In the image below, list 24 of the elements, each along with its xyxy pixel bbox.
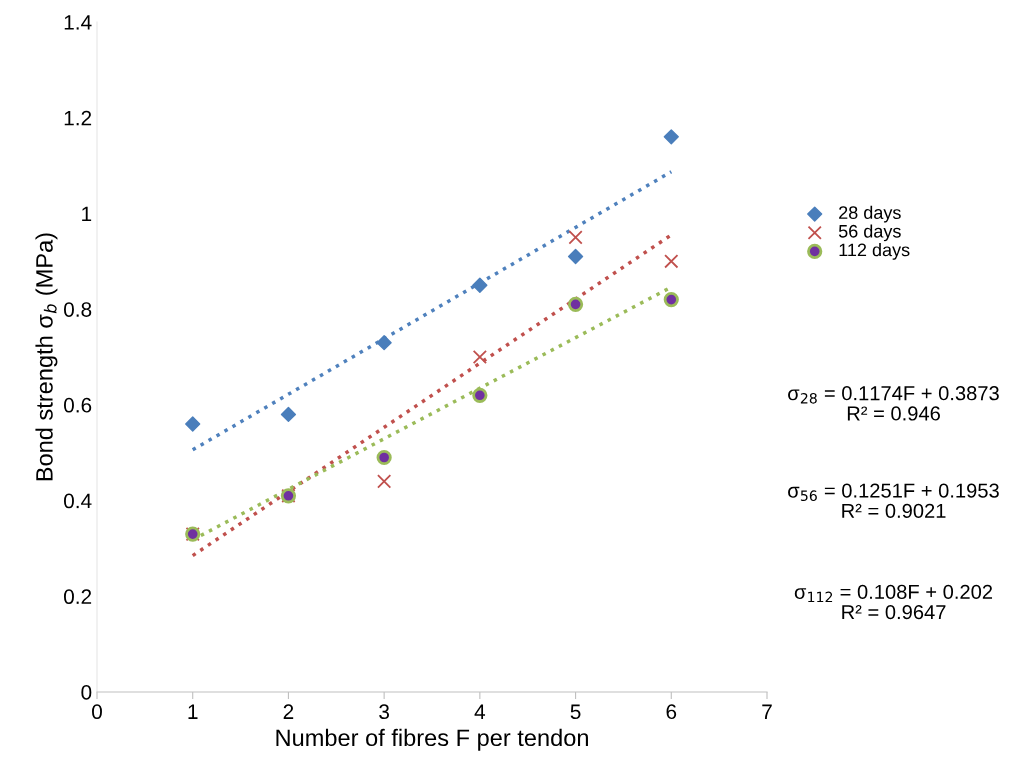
x-tick-label: 3 bbox=[379, 704, 390, 720]
x-tick-label: 6 bbox=[666, 704, 677, 720]
text: σ$_{112}$ = 0.108F + 0.202 R² = 0.9647 bbox=[794, 584, 993, 620]
x-tick-label: 7 bbox=[762, 704, 772, 719]
x-tick-label: 1 bbox=[188, 704, 198, 719]
legend-label: 112 days bbox=[839, 243, 910, 260]
y-tick-label: 1 bbox=[82, 206, 92, 221]
y-tick-label: 0.2 bbox=[63, 589, 92, 605]
y-tick-label: 0.8 bbox=[63, 302, 92, 317]
y-tick-label: 1.4 bbox=[64, 15, 92, 30]
y-tick-label: 0.4 bbox=[63, 493, 92, 509]
legend-label: 28 days bbox=[839, 205, 901, 223]
x-axis-title: Number of fibres F per tendon bbox=[276, 728, 588, 751]
y-axis-title: Bond strength σ$_{b}$ (MPa) bbox=[35, 233, 58, 481]
text: σ$_{28}$ = 0.1174F + 0.3873 R² = 0.946 bbox=[788, 386, 999, 421]
x-tick-label: 4 bbox=[474, 704, 486, 719]
y-tick-label: 1.2 bbox=[64, 110, 92, 126]
x-tick-label: 2 bbox=[283, 704, 294, 719]
legend-label: 56 days bbox=[838, 224, 901, 242]
x-tick-label: 0 bbox=[92, 704, 102, 720]
y-tick-label: 0.6 bbox=[63, 397, 92, 413]
x-tick-label: 5 bbox=[570, 704, 581, 720]
text: σ$_{56}$ = 0.1251F + 0.1953 R² = 0.9021 bbox=[788, 483, 999, 518]
y-tick-label: 0 bbox=[81, 685, 92, 700]
